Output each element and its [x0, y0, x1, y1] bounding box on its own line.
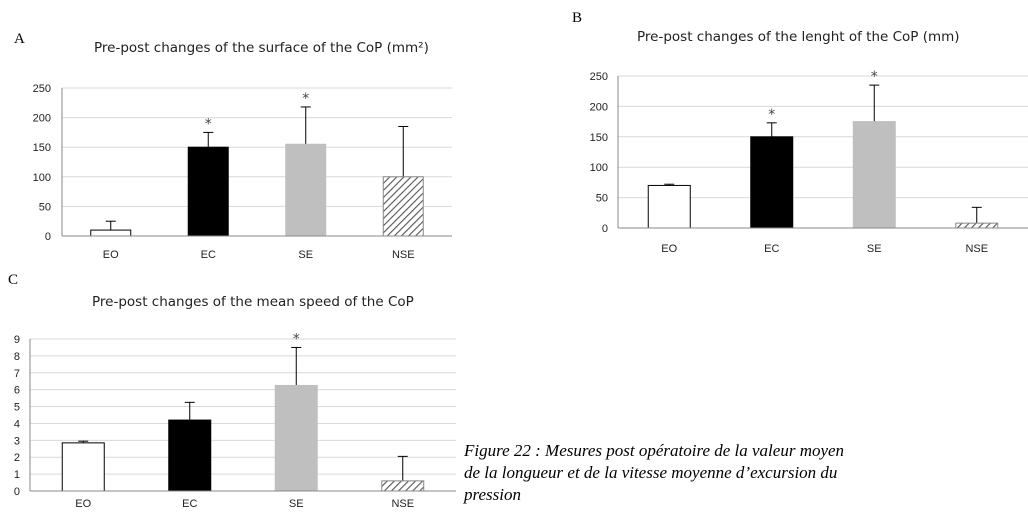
chart-title-c: Pre-post changes of the mean speed of th…: [92, 294, 414, 310]
y-tick-label: 1: [14, 469, 20, 481]
significance-asterisk: *: [302, 91, 309, 107]
y-tick-label: 8: [14, 351, 20, 363]
bar-nse: [381, 480, 425, 492]
y-tick-label: 150: [33, 142, 51, 154]
y-tick-label: 6: [14, 385, 20, 397]
x-category-label: EC: [201, 249, 216, 261]
bar-nse: [955, 222, 999, 229]
y-tick-label: 250: [33, 83, 51, 95]
bar-se: [285, 143, 327, 237]
y-tick-label: 100: [590, 162, 608, 174]
x-category-label: EO: [75, 498, 91, 510]
caption-line-2: de la longueur et de la vitesse moyenne …: [464, 463, 838, 482]
caption-line-3: pression: [464, 485, 521, 504]
x-category-label: EC: [764, 243, 779, 255]
x-category-label: EO: [103, 249, 119, 261]
x-category-label: SE: [289, 498, 304, 510]
y-tick-label: 150: [590, 132, 608, 144]
x-category-label: EO: [661, 243, 677, 255]
y-tick-label: 0: [14, 486, 20, 498]
figure-caption: Figure 22 : Mesures post opératoire de l…: [464, 440, 1028, 506]
panel-letter-c: C: [8, 272, 19, 288]
bar-ec: [168, 419, 212, 492]
x-category-label: SE: [867, 243, 882, 255]
bar-se: [274, 384, 318, 492]
chart-title-b: Pre-post changes of the lenght of the Co…: [637, 29, 960, 45]
y-tick-label: 0: [45, 231, 51, 243]
y-tick-label: 3: [14, 435, 20, 447]
y-tick-label: 100: [33, 172, 51, 184]
bar-chart-a: 0 50 100 150 200 250 EO * EC * SE NSE: [33, 83, 452, 261]
x-category-label: EC: [182, 498, 197, 510]
x-category-label: NSE: [392, 249, 415, 261]
chart-title-a: Pre-post changes of the surface of the C…: [94, 40, 429, 56]
panel-letter-b: B: [572, 10, 583, 26]
significance-asterisk: *: [871, 69, 878, 85]
bar-ec: [750, 136, 794, 229]
y-tick-label: 250: [590, 71, 608, 83]
y-tick-label: 200: [33, 113, 51, 125]
y-tick-label: 50: [596, 193, 608, 205]
bar-chart-c: 0 1 2 3 4 5 6 7 8 9 EO EC * SE NSE: [14, 331, 456, 510]
y-tick-label: 2: [14, 452, 20, 464]
bar-eo: [90, 229, 132, 237]
bar-chart-b: 0 50 100 150 200 250 EO * EC * SE NSE: [590, 69, 1028, 255]
bar-eo: [647, 184, 691, 229]
significance-asterisk: *: [205, 116, 212, 132]
significance-asterisk: *: [293, 331, 300, 347]
caption-line-1: Figure 22 : Mesures post opératoire de l…: [464, 441, 845, 460]
y-tick-label: 9: [14, 334, 20, 346]
panel-letter-a: A: [14, 31, 25, 47]
y-tick-label: 5: [14, 402, 20, 414]
y-tick-label: 200: [590, 101, 608, 113]
y-tick-label: 50: [39, 201, 51, 213]
bar-ec: [187, 146, 229, 237]
bar-eo: [61, 442, 105, 492]
bar-nse: [382, 176, 424, 237]
y-tick-label: 4: [14, 418, 20, 430]
y-tick-label: 0: [602, 223, 608, 235]
y-tick-label: 7: [14, 368, 20, 380]
significance-asterisk: *: [768, 107, 775, 123]
x-category-label: NSE: [965, 243, 988, 255]
x-category-label: SE: [298, 249, 313, 261]
bar-se: [852, 121, 896, 229]
x-category-label: NSE: [391, 498, 414, 510]
